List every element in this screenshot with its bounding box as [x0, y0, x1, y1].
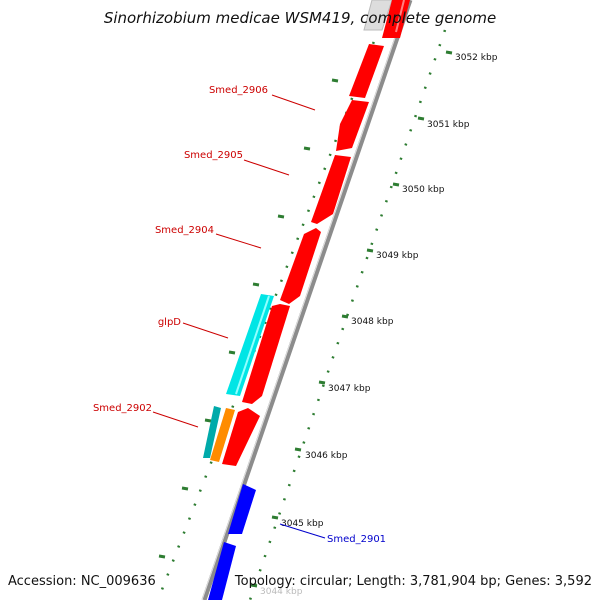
ruler-label-3052: 3052 kbp: [455, 53, 498, 63]
ruler-label-3050: 3050 kbp: [402, 185, 445, 195]
leader-smed-2902: [152, 411, 199, 428]
feature-orange: [210, 408, 235, 462]
leader-smed-2905: [243, 159, 290, 176]
feature-teal: [203, 406, 221, 458]
gene-forward-top: [382, 0, 410, 38]
map-title: Sinorhizobium medicae WSM419, complete g…: [103, 9, 497, 27]
ruler-label-3051: 3051 kbp: [427, 120, 470, 130]
gene-smed-2905: [311, 155, 351, 224]
feature-cyan-glpd: [226, 294, 274, 396]
gene-smed-2906: [336, 44, 384, 151]
ruler-label-3049: 3049 kbp: [376, 251, 419, 261]
gene-glpd: [242, 304, 290, 404]
gene-smed-2904: [280, 228, 321, 304]
ruler-label-3045: 3045 kbp: [281, 519, 324, 529]
major-ticks: [250, 50, 453, 588]
gene-smed-2901: [208, 484, 256, 600]
leader-smed-2904: [215, 233, 262, 249]
ruler-label-3046: 3046 kbp: [305, 451, 348, 461]
genome-backbone-highlight: [201, 0, 409, 600]
outer-tick-ring: [248, 29, 447, 600]
leader-smed-2901: [279, 523, 326, 539]
ruler-label-3047: 3047 kbp: [328, 384, 371, 394]
gene-label-smed-2901: Smed_2901: [327, 534, 386, 545]
gene-label-smed-2902: Smed_2902: [93, 403, 152, 414]
gene-smed-2902: [222, 408, 260, 466]
accession-text: Accession: NC_009636: [8, 574, 156, 589]
gene-label-glpd: glpD: [158, 317, 181, 328]
topology-text: Topology: circular; Length: 3,781,904 bp…: [234, 574, 592, 589]
feature-grey-top: [363, 0, 393, 31]
leader-smed-2906: [271, 94, 316, 111]
ruler-label-3048: 3048 kbp: [351, 317, 394, 327]
gene-label-smed-2904: Smed_2904: [155, 225, 214, 236]
inner-major-ticks: [158, 78, 339, 559]
ruler-label-3044: 3044 kbp: [260, 587, 303, 597]
gene-label-smed-2905: Smed_2905: [184, 150, 243, 161]
leader-glpd: [182, 322, 229, 339]
gene-label-smed-2906: Smed_2906: [209, 85, 268, 96]
